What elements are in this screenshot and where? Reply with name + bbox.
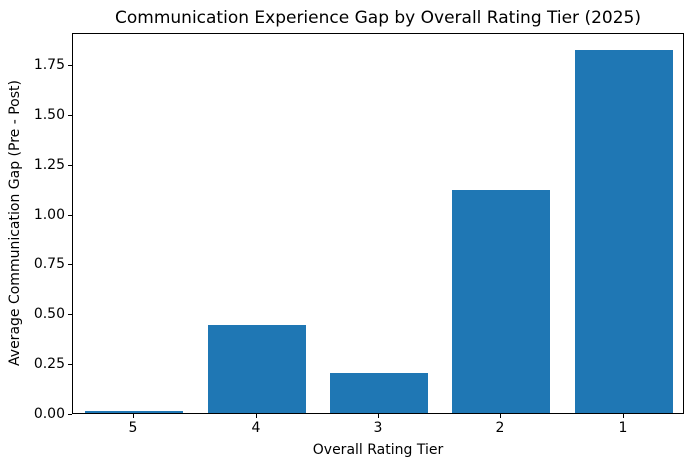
y-tick-label: 1.00 (33, 207, 65, 223)
y-tick-mark (68, 314, 72, 315)
y-tick-mark (68, 264, 72, 265)
x-tick-mark (133, 414, 134, 418)
x-axis-label: Overall Rating Tier (312, 442, 444, 458)
y-tick-mark (68, 115, 72, 116)
bar-tier-3 (330, 373, 428, 413)
y-tick-mark (68, 414, 72, 415)
chart-title: Communication Experience Gap by Overall … (115, 8, 641, 28)
y-tick-label: 0.00 (33, 406, 65, 422)
y-tick-label: 1.75 (33, 57, 65, 73)
x-tick-label: 2 (495, 420, 505, 436)
x-tick-mark (500, 414, 501, 418)
x-tick-label: 5 (128, 420, 138, 436)
y-tick-label: 1.50 (33, 107, 65, 123)
y-tick-label: 0.50 (33, 306, 65, 322)
x-tick-mark (378, 414, 379, 418)
bar-tier-4 (208, 325, 306, 413)
y-axis-label: Average Communication Gap (Pre - Post) (7, 80, 23, 366)
y-tick-mark (68, 165, 72, 166)
bar-tier-1 (575, 50, 673, 413)
y-tick-label: 0.25 (33, 356, 65, 372)
x-tick-mark (256, 414, 257, 418)
x-tick-label: 1 (618, 420, 628, 436)
y-tick-mark (68, 364, 72, 365)
bar-tier-2 (452, 190, 550, 413)
x-tick-mark (623, 414, 624, 418)
bar-tier-5 (85, 411, 183, 413)
y-tick-mark (68, 215, 72, 216)
x-tick-label: 4 (251, 420, 261, 436)
y-tick-label: 1.25 (33, 157, 65, 173)
plot-area (72, 33, 684, 414)
x-tick-label: 3 (373, 420, 383, 436)
y-tick-label: 0.75 (33, 256, 65, 272)
y-tick-mark (68, 65, 72, 66)
